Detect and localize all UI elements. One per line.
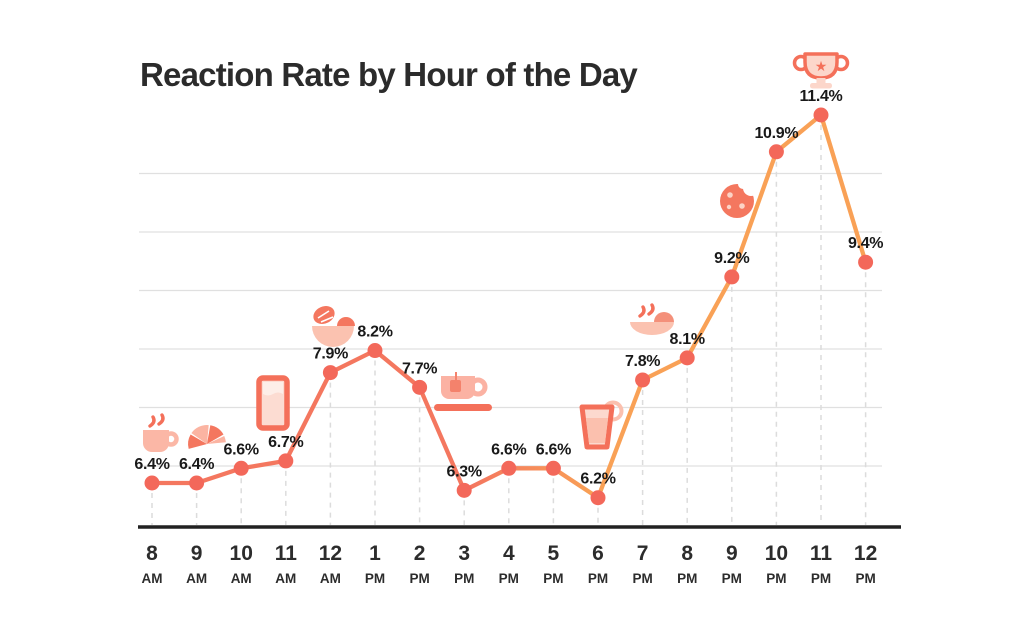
x-tick-hour: 1 <box>369 542 381 565</box>
cookie-icon <box>720 179 759 218</box>
x-tick-hour: 9 <box>191 542 203 565</box>
chart-title: Reaction Rate by Hour of the Day <box>140 56 638 93</box>
data-point-label: 10.9% <box>754 125 798 142</box>
tea-cup-icon <box>434 372 492 411</box>
data-point-label: 6.6% <box>491 441 526 458</box>
data-point-label: 11.4% <box>800 88 843 105</box>
x-tick-hour: 12 <box>319 542 342 565</box>
data-point-label: 6.2% <box>580 471 615 488</box>
data-point-label: 6.4% <box>134 456 169 473</box>
x-tick-meridiem: PM <box>632 571 652 586</box>
icons-group: ★ <box>143 52 850 452</box>
x-tick-hour: 11 <box>275 542 298 565</box>
data-point <box>813 107 829 123</box>
x-tick-meridiem: PM <box>409 571 429 586</box>
x-tick-meridiem: PM <box>454 571 474 586</box>
data-point <box>278 453 294 469</box>
x-tick-meridiem: PM <box>365 571 385 586</box>
data-labels-group: 6.4% 6.4% 6.6% 6.7% 7.9% 8.2% 7.7% 6.3% 6.6% 6.6%… <box>134 88 883 488</box>
juice-glass-icon <box>256 375 290 431</box>
data-point <box>501 460 517 476</box>
x-tick-hour: 7 <box>637 542 649 565</box>
data-point-label: 7.8% <box>625 353 660 370</box>
x-tick-hour: 10 <box>765 542 788 565</box>
data-point-label: 9.2% <box>714 250 749 267</box>
data-point-label: 6.4% <box>179 456 214 473</box>
data-point-label: 7.7% <box>402 360 437 377</box>
data-point <box>233 460 249 476</box>
soft-drink-icon <box>579 400 624 450</box>
trophy-star: ★ <box>815 58 828 74</box>
x-tick-meridiem: AM <box>142 571 163 586</box>
coffee-mug-icon <box>143 413 179 452</box>
trophy-icon: ★ <box>792 52 850 89</box>
x-axis-group: 8 AM 9 AM 10 AM 11 AM 12 AM 1 PM 2 PM 3 PM 4 PM 5 PM 6 PM 7 PM 8… <box>138 525 901 586</box>
x-tick-meridiem: PM <box>766 571 786 586</box>
data-point <box>590 490 606 506</box>
data-point <box>679 350 695 366</box>
x-tick-meridiem: AM <box>231 571 252 586</box>
data-point-label: 8.1% <box>670 331 705 348</box>
data-point <box>768 144 784 160</box>
x-tick-hour: 9 <box>726 542 738 565</box>
x-tick-meridiem: AM <box>275 571 296 586</box>
data-points-group <box>144 107 874 506</box>
salad-bowl-icon <box>312 306 355 347</box>
x-tick-hour: 3 <box>458 542 470 565</box>
data-point <box>412 379 428 395</box>
data-point <box>367 343 383 359</box>
noodle-bowl-icon <box>630 303 674 335</box>
data-point <box>322 365 338 381</box>
x-tick-meridiem: PM <box>499 571 519 586</box>
x-tick-hour: 8 <box>681 542 693 565</box>
data-point <box>858 254 874 270</box>
data-point <box>189 475 205 491</box>
data-point <box>724 269 740 285</box>
data-point <box>144 475 160 491</box>
data-point-label: 6.3% <box>447 463 482 480</box>
gridlines-group <box>139 172 882 467</box>
data-point-label: 9.4% <box>848 235 883 252</box>
croissant-icon <box>188 425 226 449</box>
x-tick-hour: 4 <box>503 542 515 565</box>
x-tick-hour: 12 <box>854 542 877 565</box>
x-tick-meridiem: PM <box>677 571 697 586</box>
x-tick-meridiem: PM <box>722 571 742 586</box>
x-tick-hour: 10 <box>230 542 253 565</box>
x-tick-hour: 2 <box>414 542 426 565</box>
x-tick-meridiem: PM <box>855 571 875 586</box>
x-tick-meridiem: AM <box>186 571 207 586</box>
data-point <box>456 482 472 498</box>
x-tick-hour: 6 <box>592 542 604 565</box>
x-tick-meridiem: PM <box>588 571 608 586</box>
data-point-label: 6.6% <box>536 441 571 458</box>
x-tick-hour: 5 <box>548 542 560 565</box>
data-point <box>635 372 651 388</box>
x-tick-meridiem: PM <box>811 571 831 586</box>
x-tick-meridiem: AM <box>320 571 341 586</box>
x-tick-meridiem: PM <box>543 571 563 586</box>
dashed-droplines-group <box>151 125 867 525</box>
x-tick-hour: 8 <box>146 542 158 565</box>
data-point-label: 6.6% <box>224 441 259 458</box>
data-point <box>545 460 561 476</box>
data-point-label: 8.2% <box>357 324 392 341</box>
x-tick-hour: 11 <box>810 542 833 565</box>
data-point-label: 6.7% <box>268 434 303 451</box>
data-point-label: 7.9% <box>313 346 348 363</box>
